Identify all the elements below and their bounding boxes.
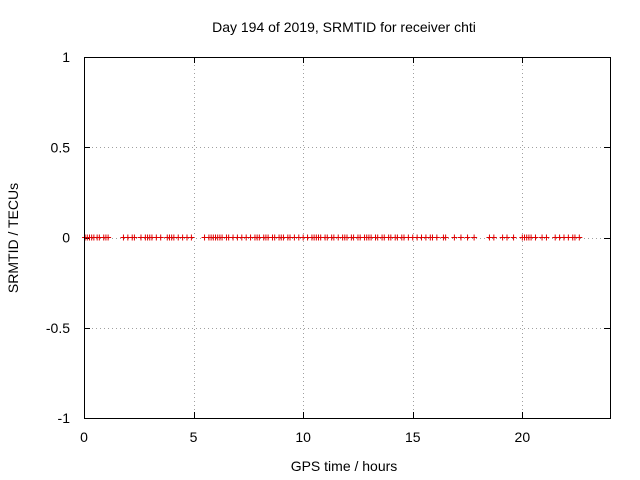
tick-labels: 0 5 10 15 20 -1 -0.5 0 0.5 1 [46, 49, 530, 445]
y-tick-label: 0.5 [51, 139, 71, 155]
data-point [490, 234, 497, 241]
data-point [503, 234, 510, 241]
data-point [464, 234, 471, 241]
x-tick-label: 20 [515, 429, 531, 445]
data-point [442, 234, 449, 241]
data-point [105, 234, 112, 241]
data-point [451, 234, 458, 241]
data-point [543, 234, 550, 241]
data-point [433, 234, 440, 241]
chart-title: Day 194 of 2019, SRMTID for receiver cht… [212, 19, 476, 35]
x-axis-label: GPS time / hours [291, 458, 398, 474]
data-point [471, 234, 478, 241]
data-points [82, 234, 583, 241]
data-point [157, 234, 164, 241]
y-tick-label: 0 [62, 230, 70, 246]
data-point [457, 234, 464, 241]
data-point [510, 234, 517, 241]
data-point [576, 234, 583, 241]
x-tick-label: 0 [80, 429, 88, 445]
data-point [131, 234, 138, 241]
y-tick-label: -1 [58, 410, 71, 426]
y-tick-label: -0.5 [46, 320, 70, 336]
x-tick-label: 5 [190, 429, 198, 445]
x-tick-label: 10 [295, 429, 311, 445]
data-point [532, 234, 539, 241]
y-tick-label: 1 [62, 49, 70, 65]
data-point [188, 234, 195, 241]
plot-frame [84, 57, 611, 419]
x-tick-label: 15 [405, 429, 421, 445]
y-axis-label: SRMTID / TECUs [5, 183, 21, 293]
